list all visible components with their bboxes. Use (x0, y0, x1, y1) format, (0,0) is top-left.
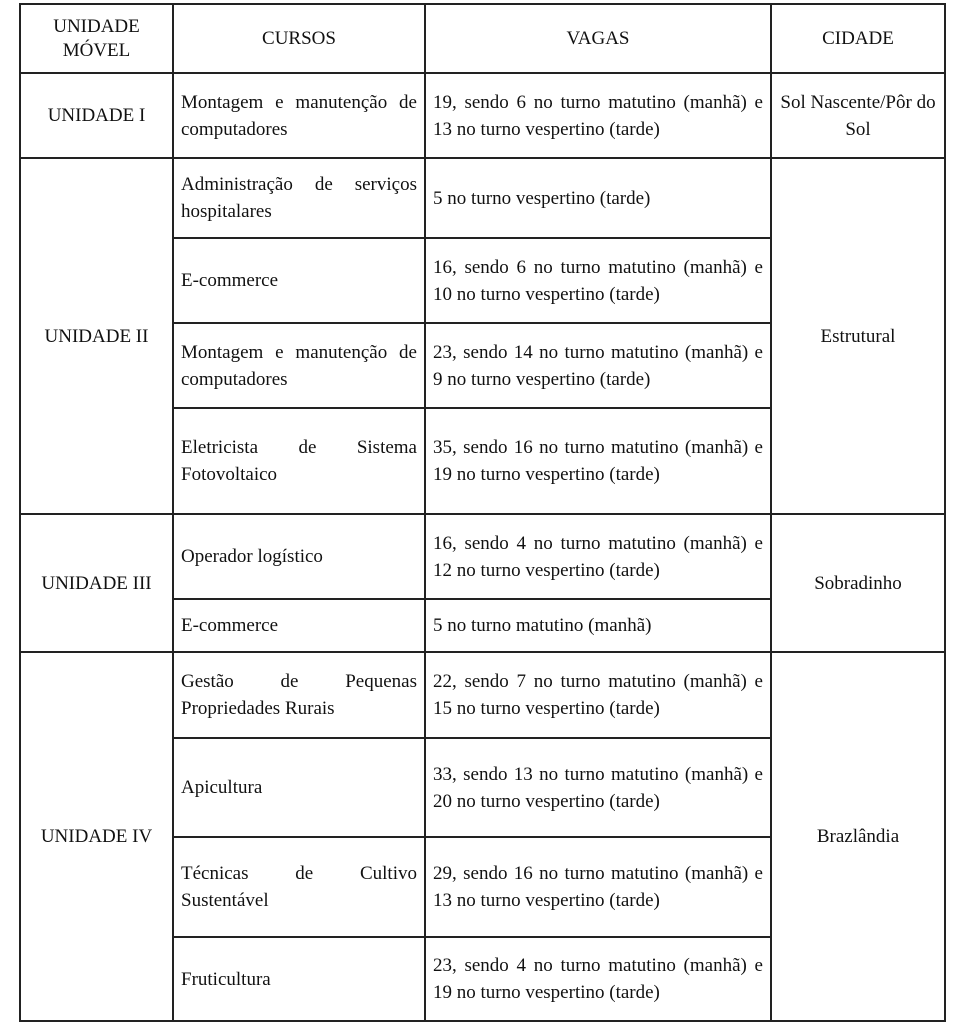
header-vagas: VAGAS (424, 3, 772, 74)
curso-cell: Apicultura (172, 737, 426, 838)
cidade-cell: Sol Nascente/Pôr do Sol (770, 72, 946, 159)
vagas-cell: 19, sendo 6 no turno matutino (manhã) e … (424, 72, 772, 159)
cidade-cell: Brazlândia (770, 651, 946, 1022)
unidade-cell: UNIDADE I (19, 72, 174, 159)
table-row: UNIDADE IV Gestão de Pequenas Propriedade… (19, 651, 946, 1022)
curso-cell: Operador logístico (172, 513, 426, 600)
vagas-cell: 16, sendo 4 no turno matutino (manhã) e … (424, 513, 772, 600)
unidade-cell: UNIDADE II (19, 157, 174, 515)
header-unidade: UNIDADE MÓVEL (19, 3, 174, 74)
table-row: Montagem e manutenção de computadores 23,… (20, 322, 945, 409)
vagas-cell: 29, sendo 16 no turno matutino (manhã) e… (424, 836, 772, 938)
table-row: UNIDADE II Administração de serviços hosp… (19, 157, 946, 515)
cidade-cell: Sobradinho (770, 513, 946, 653)
vagas-cell: 22, sendo 7 no turno matutino (manhã) e … (424, 651, 772, 739)
cidade-cell: Estrutural (770, 157, 946, 515)
curso-cell: Fruticultura (172, 936, 426, 1022)
table-row: Apicultura 33, sendo 13 no turno matutino… (20, 737, 945, 838)
curso-cell: E-commerce (172, 237, 426, 324)
vagas-cell: 16, sendo 6 no turno matutino (manhã) e … (424, 237, 772, 324)
vagas-cell: 23, sendo 14 no turno matutino (manhã) e… (424, 322, 772, 409)
unidade-cell: UNIDADE IV (19, 651, 174, 1022)
table-row: UNIDADE I Montagem e manutenção de comput… (19, 72, 946, 159)
header-cidade: CIDADE (770, 3, 946, 74)
vagas-cell: 33, sendo 13 no turno matutino (manhã) e… (424, 737, 772, 838)
curso-cell: E-commerce (172, 598, 426, 653)
curso-cell: Montagem e manutenção de computadores (172, 72, 426, 159)
table-row: E-commerce 5 no turno matutino (manhã) (20, 598, 945, 653)
vagas-cell: 23, sendo 4 no turno matutino (manhã) e … (424, 936, 772, 1022)
curso-cell: Administração de serviços hospitalares (172, 157, 426, 239)
courses-table: UNIDADE MÓVEL CURSOS VAGAS CIDADE UNIDAD… (19, 3, 946, 1022)
curso-cell: Montagem e manutenção de computadores (172, 322, 426, 409)
table-row: Eletricista de Sistema Fotovoltaico 35, s… (20, 407, 945, 515)
curso-cell: Gestão de Pequenas Propriedades Rurais (172, 651, 426, 739)
vagas-cell: 5 no turno vespertino (tarde) (424, 157, 772, 239)
unidade-cell: UNIDADE III (19, 513, 174, 653)
vagas-cell: 35, sendo 16 no turno matutino (manhã) e… (424, 407, 772, 515)
curso-cell: Técnicas de Cultivo Sustentável (172, 836, 426, 938)
curso-cell: Eletricista de Sistema Fotovoltaico (172, 407, 426, 515)
table-row: Fruticultura 23, sendo 4 no turno matutin… (20, 936, 945, 1022)
table-row: UNIDADE III Operador logístico 16, sendo 4… (19, 513, 946, 653)
header-cursos: CURSOS (172, 3, 426, 74)
header-row: UNIDADE MÓVEL CURSOS VAGAS CIDADE (19, 3, 946, 74)
table-row: Técnicas de Cultivo Sustentável 29, sendo… (20, 836, 945, 938)
table-row: E-commerce 16, sendo 6 no turno matutino … (20, 237, 945, 324)
vagas-cell: 5 no turno matutino (manhã) (424, 598, 772, 653)
